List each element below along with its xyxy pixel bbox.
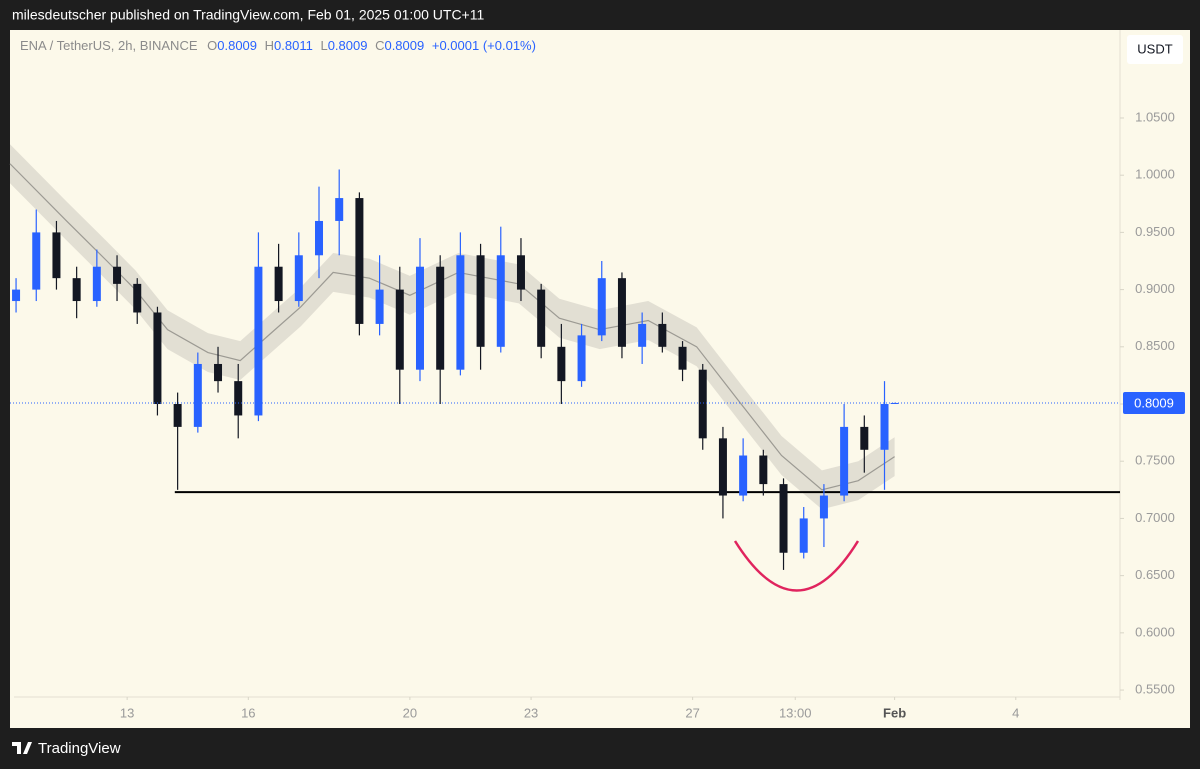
candle-body bbox=[436, 266, 445, 370]
candle-body bbox=[516, 255, 525, 290]
tradingview-logo: TradingView bbox=[12, 740, 121, 757]
candle-body bbox=[92, 266, 101, 302]
candle-body bbox=[638, 323, 647, 347]
x-tick-label: 23 bbox=[524, 705, 538, 720]
y-tick-label: 0.7000 bbox=[1135, 510, 1175, 525]
candle-body bbox=[355, 198, 364, 324]
candle-body bbox=[678, 346, 687, 370]
brand: TradingView bbox=[38, 740, 121, 757]
ohlc-value: 0.8009 bbox=[217, 38, 257, 53]
candle-body bbox=[32, 232, 41, 290]
candle-body bbox=[759, 455, 768, 485]
rounded-bottom-annotation bbox=[733, 540, 860, 592]
y-tick-label: 0.6000 bbox=[1135, 624, 1175, 639]
x-tick-label: Feb bbox=[883, 705, 906, 720]
candle-body bbox=[799, 518, 808, 553]
currency[interactable]: USDT bbox=[1137, 41, 1172, 56]
ohlc-label: H bbox=[265, 38, 274, 53]
plot: 0.55000.60000.65000.70000.75000.80000.85… bbox=[9, 30, 1185, 720]
legend: ENA / TetherUS, 2h, BINANCE O0.8009 H0.8… bbox=[20, 38, 536, 53]
candle-body bbox=[72, 278, 81, 302]
candle-body bbox=[52, 232, 61, 279]
y-tick-label: 0.5500 bbox=[1135, 681, 1175, 696]
candle-body bbox=[456, 255, 465, 370]
candle-body bbox=[234, 381, 243, 416]
y-tick-label: 0.7500 bbox=[1135, 453, 1175, 468]
candle-body bbox=[890, 402, 899, 404]
x-tick-label: 20 bbox=[403, 705, 417, 720]
candle-body bbox=[739, 455, 748, 496]
candle-body bbox=[254, 266, 263, 416]
candle-body bbox=[860, 426, 869, 450]
candle-body bbox=[12, 289, 21, 302]
x-tick-label: 16 bbox=[241, 705, 255, 720]
candle-body bbox=[395, 289, 404, 370]
last-price-label: 0.8009 bbox=[1134, 395, 1174, 410]
ohlc-value: 0.8009 bbox=[328, 38, 368, 53]
candle-body bbox=[173, 404, 182, 427]
candle-body bbox=[557, 346, 566, 382]
candle-body bbox=[153, 312, 162, 405]
symbol: ENA / TetherUS, 2h, BINANCE bbox=[20, 38, 198, 53]
candle-body bbox=[133, 283, 142, 313]
candle-body bbox=[658, 323, 667, 347]
y-tick-label: 0.8500 bbox=[1135, 338, 1175, 353]
candle-body bbox=[294, 255, 303, 302]
x-tick-label: 13 bbox=[120, 705, 134, 720]
candle-body bbox=[537, 289, 546, 347]
candle-body bbox=[617, 278, 626, 347]
last-price-box bbox=[1123, 391, 1185, 414]
candle-body bbox=[274, 266, 283, 302]
y-tick-label: 0.6500 bbox=[1135, 567, 1175, 582]
chart-panel bbox=[10, 30, 1190, 728]
candle-body bbox=[315, 220, 324, 256]
candle-body bbox=[718, 438, 727, 496]
publish-line: milesdeutscher published on TradingView.… bbox=[12, 7, 484, 23]
currency-box[interactable] bbox=[1127, 35, 1183, 64]
candle-body bbox=[779, 484, 788, 553]
candle-body bbox=[193, 363, 202, 427]
x-tick-label: 13:00 bbox=[779, 705, 812, 720]
x-tick-label: 27 bbox=[685, 705, 699, 720]
candle-body bbox=[375, 289, 384, 324]
candle-body bbox=[880, 404, 889, 450]
y-tick-label: 1.0500 bbox=[1135, 109, 1175, 124]
candle-body bbox=[840, 426, 849, 496]
y-tick-label: 0.9500 bbox=[1135, 224, 1175, 239]
candle-body bbox=[597, 278, 606, 336]
y-tick-label: 1.0000 bbox=[1135, 167, 1175, 182]
candle-body bbox=[819, 495, 828, 519]
candle-body bbox=[698, 369, 707, 439]
candle-body bbox=[415, 266, 424, 370]
ma-band bbox=[10, 144, 895, 510]
ohlc-label: O bbox=[207, 38, 217, 53]
x-tick-label: 4 bbox=[1012, 705, 1019, 720]
candle-body bbox=[335, 198, 344, 221]
logo-mark bbox=[12, 742, 32, 754]
candle-body bbox=[496, 255, 505, 347]
change: +0.0001 (+0.01%) bbox=[432, 38, 536, 53]
ohlc-value: 0.8011 bbox=[274, 38, 313, 53]
ohlc-label: C bbox=[375, 38, 384, 53]
ohlc-label: L bbox=[320, 38, 327, 53]
candle-body bbox=[577, 335, 586, 382]
candle-body bbox=[476, 255, 485, 347]
y-tick-label: 0.9000 bbox=[1135, 281, 1175, 296]
candle-body bbox=[214, 363, 223, 382]
ohlc-value: 0.8009 bbox=[384, 38, 424, 53]
candle-body bbox=[113, 266, 122, 284]
